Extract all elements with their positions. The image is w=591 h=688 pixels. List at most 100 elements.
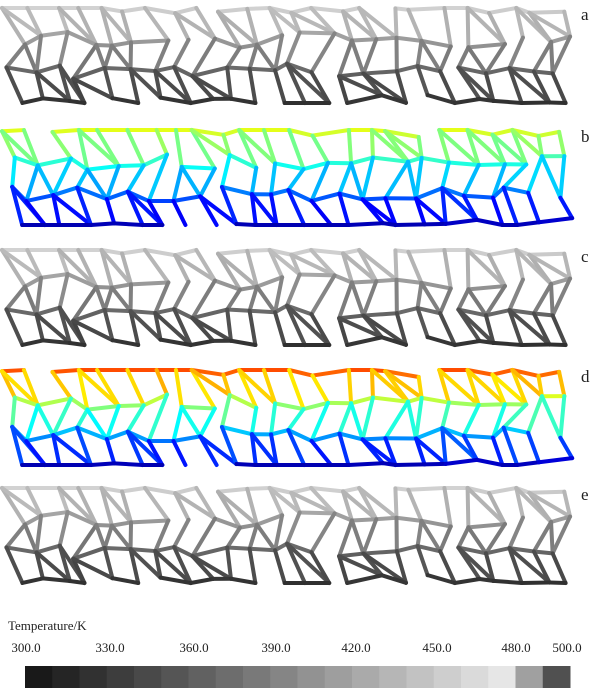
strut [363,281,376,315]
strut [347,337,382,345]
strut [529,12,564,13]
strut [250,287,257,311]
strut [493,581,521,583]
strut [363,519,376,553]
strut [560,396,564,438]
strut [416,428,442,438]
strut [6,309,36,314]
strut [227,548,249,549]
strut [287,32,300,63]
strut [6,67,22,103]
strut [493,438,503,465]
strut [175,8,196,13]
strut [36,278,41,315]
panel-label: b [581,127,590,146]
strut [349,370,351,403]
strut [529,254,564,255]
strut [560,438,572,458]
colorbar-swatch [488,666,516,688]
strut [493,370,513,375]
colorbar-tick-label: 500.0 [552,640,581,655]
strut [36,308,59,315]
colorbar-swatch [325,666,353,688]
strut [464,436,493,438]
strut [231,341,255,345]
strut [182,407,200,436]
colorbar-swatch [25,666,53,688]
strut [112,340,138,345]
strut [275,550,285,583]
strut [26,201,45,225]
panel-label: a [581,5,589,24]
strut [539,458,572,462]
strut [227,290,240,310]
strut [363,158,373,200]
strut [70,581,85,583]
strut [418,283,422,308]
strut [363,551,396,553]
strut [468,286,505,289]
strut [6,286,25,309]
strut [529,492,564,493]
strut [352,520,364,553]
strut [312,136,328,163]
strut [112,522,131,525]
strut [250,549,256,583]
strut [128,192,162,225]
strut [408,490,421,521]
colorbar-tick-label: 450.0 [422,640,451,655]
strut [385,402,408,439]
strut [397,66,418,71]
colorbar-tick-label: 360.0 [179,640,208,655]
strut [300,32,335,33]
strut [468,488,469,527]
strut [182,167,200,196]
strut [509,518,522,549]
strut [534,42,551,71]
strut [96,45,104,68]
strut [311,513,334,552]
strut [480,341,494,343]
strut [444,488,450,526]
strut [351,398,373,404]
strut [252,168,256,194]
strut [122,250,145,253]
strut [538,132,559,136]
strut [43,98,70,101]
panel-label: d [581,367,590,386]
strut [53,372,71,398]
strut [395,8,396,37]
strut [96,525,104,548]
strut [271,430,288,434]
strut [43,578,70,581]
strut [359,8,396,38]
strut [385,162,408,199]
strut [53,370,79,372]
colorbar-swatch [161,666,189,688]
strut [542,396,560,438]
foam-panel [2,370,572,465]
strut [312,441,332,465]
strut [182,167,215,169]
foam-panel [2,488,570,583]
strut [77,410,87,428]
strut [444,250,450,288]
strut [363,39,376,73]
strut [480,99,494,101]
strut [26,435,53,441]
strut [87,166,118,170]
strut [26,195,53,201]
strut [340,163,352,193]
strut [287,274,300,305]
strut [155,282,168,313]
strut [359,250,396,280]
strut [2,488,25,524]
strut [397,546,418,551]
strut [26,405,38,441]
strut [348,463,382,465]
strut [352,40,364,73]
foam-panel [2,130,572,225]
colorbar-swatch [243,666,271,688]
strut [468,8,469,47]
strut [155,40,168,71]
